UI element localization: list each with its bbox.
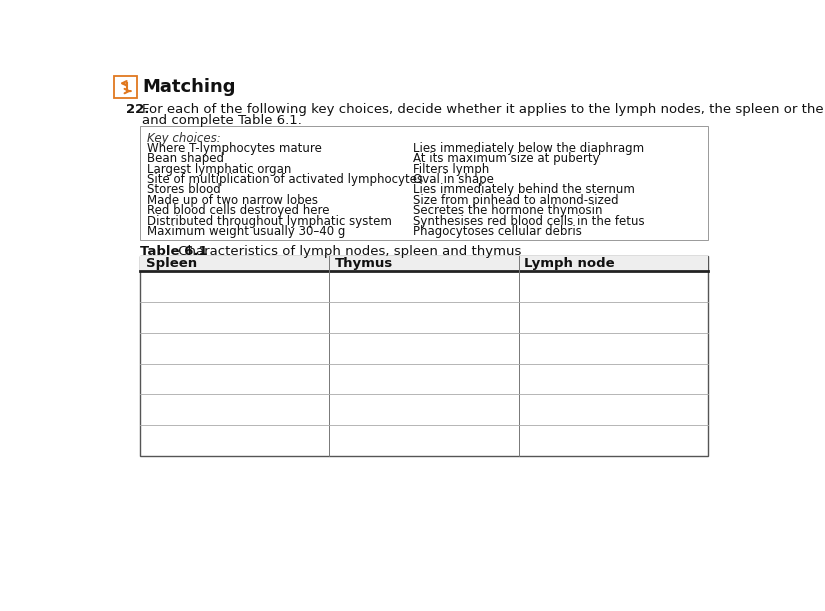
FancyBboxPatch shape [114,76,137,98]
Text: Lies immediately below the diaphragm: Lies immediately below the diaphragm [412,142,644,155]
Text: Thymus: Thymus [335,257,393,270]
Text: Key choices:: Key choices: [147,132,220,145]
Text: Bean shaped: Bean shaped [147,152,224,165]
Text: Lymph node: Lymph node [524,257,615,270]
Text: Phagocytoses cellular debris: Phagocytoses cellular debris [412,225,582,238]
Bar [140,256,708,271]
Text: Red blood cells destroyed here: Red blood cells destroyed here [147,204,329,218]
Text: Characteristics of lymph nodes, spleen and thymus: Characteristics of lymph nodes, spleen a… [174,245,521,258]
Text: Secretes the hormone thymosin: Secretes the hormone thymosin [412,204,602,218]
Text: Where T-lymphocytes mature: Where T-lymphocytes mature [147,142,322,155]
Text: Made up of two narrow lobes: Made up of two narrow lobes [147,194,318,207]
Text: and complete Table 6.1.: and complete Table 6.1. [142,114,302,127]
Text: Maximum weight usually 30–40 g: Maximum weight usually 30–40 g [147,225,345,238]
Text: Oval in shape: Oval in shape [412,173,493,186]
Text: Spleen: Spleen [146,257,197,270]
Text: Distributed throughout lymphatic system: Distributed throughout lymphatic system [147,214,391,228]
Text: 22.: 22. [126,103,150,116]
Text: Size from pinhead to almond-sized: Size from pinhead to almond-sized [412,194,618,207]
Text: Table 6.1: Table 6.1 [140,245,208,258]
Text: For each of the following key choices, decide whether it applies to the lymph no: For each of the following key choices, d… [142,103,825,116]
Text: Site of multiplication of activated lymphocytes: Site of multiplication of activated lymp… [147,173,422,186]
Bar [140,126,708,240]
Text: Filters lymph: Filters lymph [412,163,489,175]
Text: Largest lymphatic organ: Largest lymphatic organ [147,163,291,175]
Text: Synthesises red blood cells in the fetus: Synthesises red blood cells in the fetus [412,214,644,228]
Bar [140,256,708,456]
Text: Matching: Matching [143,78,236,96]
Text: Stores blood: Stores blood [147,183,220,196]
Text: At its maximum size at puberty: At its maximum size at puberty [412,152,599,165]
Text: Lies immediately behind the sternum: Lies immediately behind the sternum [412,183,634,196]
